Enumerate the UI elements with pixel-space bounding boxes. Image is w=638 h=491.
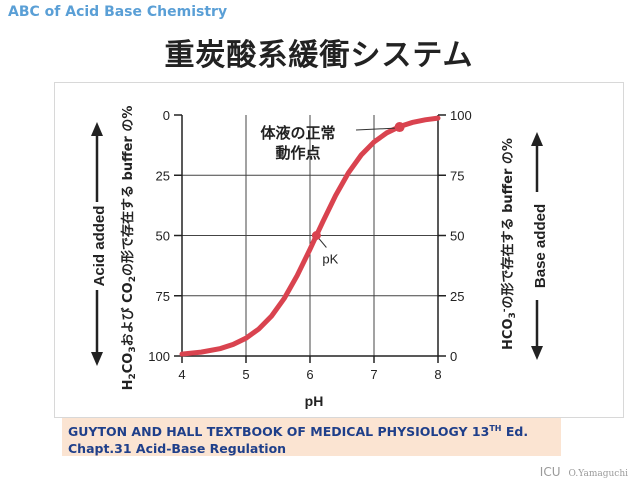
left-tick-label: 75 [156,289,170,304]
base-added-label: Base added [532,204,549,288]
normal-operating-point [394,122,405,133]
slide-title: 重炭酸系緩衝システム [164,38,474,73]
citation-box: GUYTON AND HALL TEXTBOOK OF MEDICAL PHYS… [62,418,561,456]
left-tick-label: 0 [163,108,170,123]
x-tick-label: 8 [434,367,441,382]
footer-icu: ICU [539,465,561,479]
x-tick-label: 6 [306,367,313,382]
left-tick-label: 100 [148,349,170,364]
citation-line1: GUYTON AND HALL TEXTBOOK OF MEDICAL PHYS… [68,424,529,440]
acid-added-axis: Acid added [91,122,108,366]
normal-point-leader-line [355,127,398,131]
pk-label: pK [322,252,338,267]
right-tick-label: 25 [450,289,464,304]
x-axis-label: pH [305,393,324,409]
footer: ICU O.Yamaguchi [540,465,628,479]
x-axis: 4 5 6 7 8 [178,356,442,382]
x-tick-label: 5 [242,367,249,382]
citation-line2: Chapt.31 Acid-Base Regulation [68,441,287,457]
right-axis: 100 75 50 25 0 [438,108,472,364]
right-tick-label: 100 [450,108,472,123]
header-label: ABC of Acid Base Chemistry [8,4,228,20]
left-axis: 0 25 50 75 100 [148,108,182,364]
normal-point-label-line1: 体液の正常 [260,124,335,142]
right-tick-label: 75 [450,168,464,183]
right-side-caption: HCO3-の形で存在する buffer の% [500,138,518,350]
acid-added-label: Acid added [91,206,108,287]
base-added-axis: Base added [531,132,549,360]
x-tick-label: 7 [370,367,377,382]
figure-frame [54,82,624,418]
left-tick-label: 50 [156,229,170,244]
left-side-caption: H2CO3および CO2の形で存在する buffer の% [120,106,138,391]
footer-author: O.Yamaguchi [568,469,629,479]
pk-point [311,231,321,240]
normal-point-label-line2: 動作点 [275,144,320,162]
right-tick-label: 0 [450,349,457,364]
x-tick-label: 4 [178,367,185,382]
right-tick-label: 50 [450,229,464,244]
left-tick-label: 25 [156,168,170,183]
